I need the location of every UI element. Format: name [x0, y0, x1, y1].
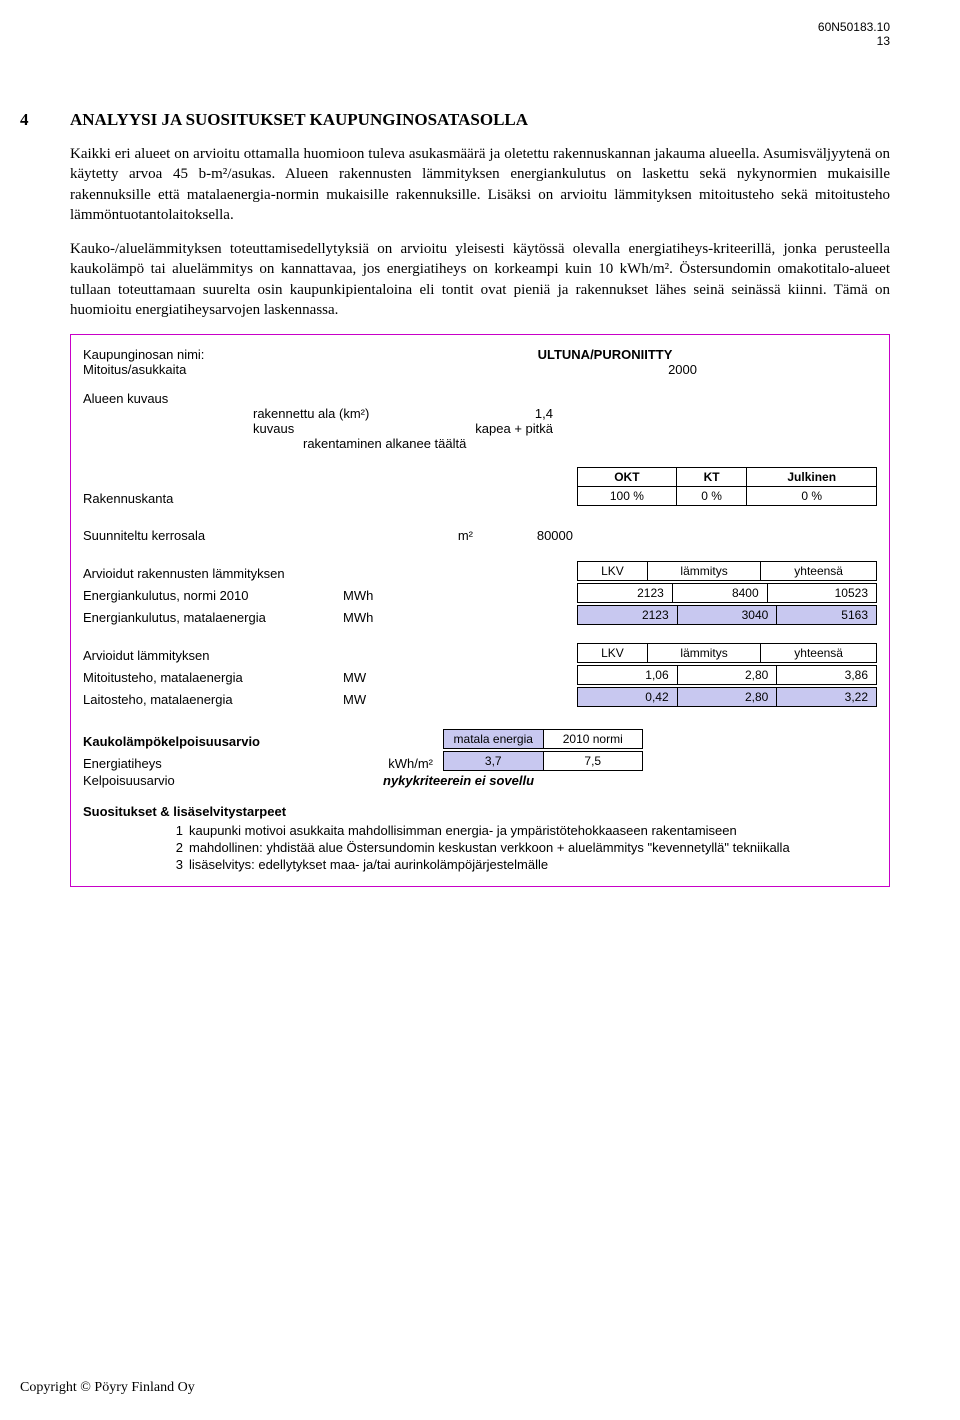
- lait-row: 0,42 2,80 3,22: [577, 687, 877, 707]
- rak-v2: 0 %: [747, 487, 877, 506]
- mit-label: Mitoitus/asukkaita: [83, 362, 333, 377]
- ker-label: Suunniteltu kerrosala: [83, 528, 343, 543]
- rec-3: lisäselvitys: edellytykset maa- ja/tai a…: [189, 857, 877, 872]
- kauko-label: Kaukolämpökelpoisuusarvio: [83, 734, 343, 749]
- footer-copyright: Copyright © Pöyry Finland Oy: [20, 1380, 195, 1396]
- arv2-label: Arvioidut lämmityksen: [83, 648, 343, 663]
- en-mat-0: 2123: [578, 606, 678, 625]
- section-number: 4: [20, 110, 29, 130]
- rak-label: Rakennuskanta: [83, 491, 343, 506]
- doc-id: 60N50183.10: [818, 20, 890, 34]
- mit-value: 2000: [333, 362, 877, 377]
- en-mat-unit: MWh: [343, 610, 403, 625]
- arv2-h0: LKV: [578, 644, 648, 663]
- mit-t-label: Mitoitusteho, matalaenergia: [83, 670, 343, 685]
- ker-value: 80000: [473, 528, 573, 543]
- arv2-h1: lämmitys: [647, 644, 760, 663]
- info-box: Kaupunginosan nimi: ULTUNA/PURONIITTY Mi…: [70, 334, 890, 887]
- name-label: Kaupunginosan nimi:: [83, 347, 333, 362]
- lait-2: 3,22: [777, 688, 877, 707]
- rec-2: mahdollinen: yhdistää alue Östersundomin…: [189, 840, 877, 855]
- rak-h1: KT: [676, 468, 747, 487]
- paragraph-1: Kaikki eri alueet on arvioitu ottamalla …: [70, 144, 890, 225]
- lait-0: 0,42: [578, 688, 678, 707]
- en-norm-label: Energiankulutus, normi 2010: [83, 588, 343, 603]
- power-table-header: LKV lämmitys yhteensä: [577, 643, 877, 663]
- et-label: Energiatiheys: [83, 756, 343, 771]
- kauko-header-table: matala energia 2010 normi: [443, 729, 643, 749]
- recommendations: 1 kaupunki motivoi asukkaita mahdollisim…: [83, 823, 877, 872]
- arv-h0: LKV: [578, 562, 648, 581]
- energy-table: LKV lämmitys yhteensä: [577, 561, 877, 581]
- rec-2-num: 2: [83, 840, 189, 855]
- ker-unit: m²: [343, 528, 473, 543]
- rec-1-num: 1: [83, 823, 189, 838]
- rak-v1: 0 %: [676, 487, 747, 506]
- rak-h2: Julkinen: [747, 468, 877, 487]
- en-mat-2: 5163: [777, 606, 877, 625]
- kuvaus-value: kapea + pitkä: [373, 421, 553, 436]
- et-v1: 3,7: [444, 752, 544, 771]
- en-norm-0: 2123: [578, 584, 673, 603]
- lait-label: Laitosteho, matalaenergia: [83, 692, 343, 707]
- en-mat-1: 3040: [677, 606, 777, 625]
- rec-3-num: 3: [83, 857, 189, 872]
- kuvaus-note: rakentaminen alkanee täältä: [303, 436, 466, 451]
- rak-v0: 100 %: [578, 487, 677, 506]
- en-norm-2: 10523: [767, 584, 876, 603]
- mit-t-unit: MW: [343, 670, 403, 685]
- kel-value: nykykriteerein ei sovellu: [343, 773, 534, 788]
- section-title: ANALYYSI JA SUOSITUKSET KAUPUNGINOSATASO…: [70, 110, 890, 130]
- desc-label: Alueen kuvaus: [83, 391, 877, 406]
- name-value: ULTUNA/PURONIITTY: [333, 347, 877, 362]
- kauko-h1: matala energia: [444, 730, 544, 749]
- arv-label: Arvioidut rakennusten lämmityksen: [83, 566, 343, 581]
- rak-h0: OKT: [578, 468, 677, 487]
- lait-unit: MW: [343, 692, 403, 707]
- mit-t-0: 1,06: [578, 666, 678, 685]
- et-v2: 7,5: [543, 752, 643, 771]
- area-label: rakennettu ala (km²): [253, 406, 433, 421]
- kel-label: Kelpoisuusarvio: [83, 773, 343, 788]
- en-norm-row: 2123 8400 10523: [577, 583, 877, 603]
- area-value: 1,4: [433, 406, 553, 421]
- mit-t-row: 1,06 2,80 3,86: [577, 665, 877, 685]
- suos-label: Suositukset & lisäselvitystarpeet: [83, 804, 877, 819]
- arv2-h2: yhteensä: [761, 644, 877, 663]
- arv-h1: lämmitys: [647, 562, 760, 581]
- header-doc-info: 60N50183.10 13: [818, 20, 890, 48]
- en-norm-1: 8400: [672, 584, 767, 603]
- paragraph-2: Kauko-/aluelämmityksen toteuttamisedelly…: [70, 239, 890, 320]
- kuvaus-label: kuvaus: [253, 421, 373, 436]
- mit-t-2: 3,86: [777, 666, 877, 685]
- rakennuskanta-table: OKT KT Julkinen 100 % 0 % 0 %: [577, 467, 877, 506]
- et-values: 3,7 7,5: [443, 751, 643, 771]
- en-mat-row: 2123 3040 5163: [577, 605, 877, 625]
- en-mat-label: Energiankulutus, matalaenergia: [83, 610, 343, 625]
- lait-1: 2,80: [677, 688, 777, 707]
- et-unit: kWh/m²: [343, 756, 433, 771]
- arv-h2: yhteensä: [761, 562, 877, 581]
- kauko-h2: 2010 normi: [543, 730, 643, 749]
- rec-1: kaupunki motivoi asukkaita mahdollisimma…: [189, 823, 877, 838]
- mit-t-1: 2,80: [677, 666, 777, 685]
- page-number: 13: [818, 34, 890, 48]
- en-norm-unit: MWh: [343, 588, 403, 603]
